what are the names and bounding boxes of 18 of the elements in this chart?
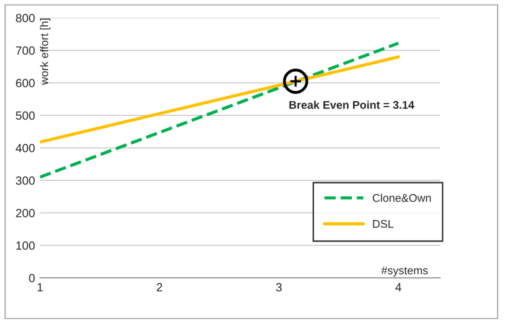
y-tick-label: 700 xyxy=(16,46,35,55)
y-axis-title: work effort [h] xyxy=(40,18,50,85)
y-tick-label: 100 xyxy=(16,241,35,250)
y-tick-label: 500 xyxy=(16,111,35,120)
y-tick-label: 300 xyxy=(16,176,35,185)
y-tick-label: 800 xyxy=(16,14,35,22)
x-tick-label: 4 xyxy=(395,283,402,292)
x-tick-label: 3 xyxy=(276,283,282,292)
x-axis-title: #systems xyxy=(381,266,428,277)
annotation: Break Even Point = 3.14 xyxy=(289,100,414,109)
legend-label: Clone&Own xyxy=(372,194,431,202)
y-tick-label: 400 xyxy=(16,144,35,152)
x-tick-label: 2 xyxy=(156,283,162,292)
x-tick-label: 1 xyxy=(38,283,43,292)
y-tick-label: 600 xyxy=(16,78,35,88)
y-tick-label: 200 xyxy=(16,208,35,218)
y-tick-label: 0 xyxy=(29,274,35,282)
legend-label: DSL xyxy=(373,220,394,228)
